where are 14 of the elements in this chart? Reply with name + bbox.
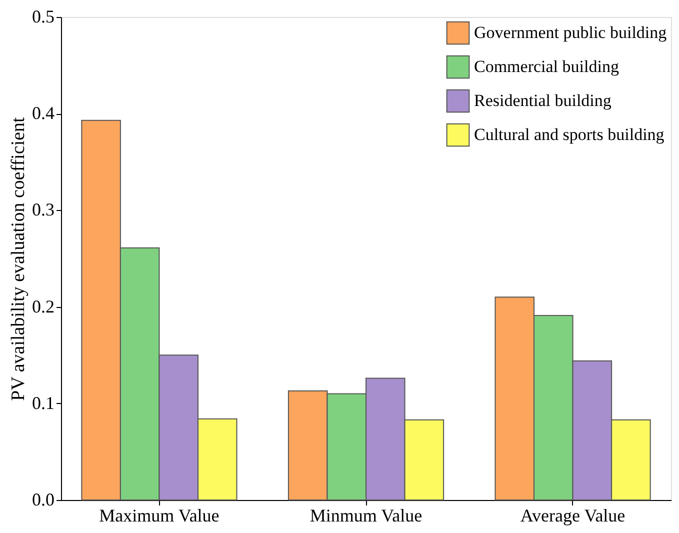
x-tick-label: Minmum Value	[310, 506, 422, 526]
legend-label: Government public building	[474, 23, 668, 42]
y-tick-label: 0.4	[32, 103, 54, 124]
y-axis-title: PV availability evaluation coefficient	[8, 116, 29, 401]
legend-label: Commercial building	[474, 57, 620, 76]
x-tick-label: Maximum Value	[99, 506, 220, 526]
y-tick-label: 0.1	[32, 392, 54, 413]
y-tick-label: 0.0	[32, 490, 54, 510]
legend-label: Cultural and sports building	[474, 125, 665, 144]
y-tick-label: 0.5	[32, 6, 54, 26]
y-tick-label: 0.2	[32, 296, 54, 316]
y-tick-label: 0.3	[32, 200, 54, 220]
legend-label: Residential building	[474, 91, 612, 110]
x-tick-label: Average Value	[520, 506, 626, 526]
